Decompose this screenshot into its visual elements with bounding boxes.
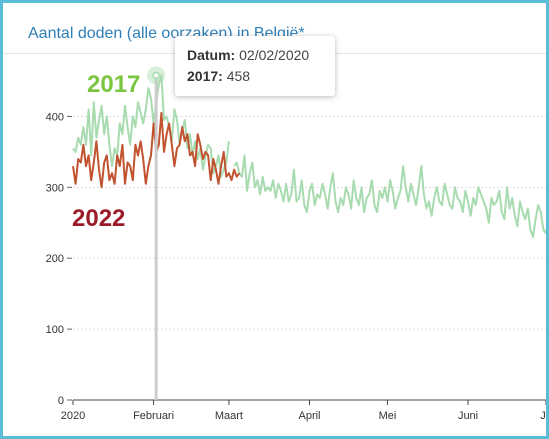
x-tick-label-1: Februari xyxy=(133,410,174,422)
x-tick-label-4: Mei xyxy=(379,410,397,422)
axis-layer: 0 100 200 300 400 2020 Februari Maart April Mei Ju… xyxy=(46,111,546,422)
x-tick-label-3: April xyxy=(298,410,320,422)
chart-svg: 0 100 200 300 400 2020 Februari Maart April Mei Ju… xyxy=(46,66,546,422)
series-label-2017: 2017 xyxy=(87,71,140,98)
series-label-2022: 2022 xyxy=(72,205,125,232)
y-tick-label-100: 100 xyxy=(46,324,64,336)
tooltip-date-row: Datum: 02/02/2020 xyxy=(187,45,323,66)
y-tick-label-0: 0 xyxy=(58,395,64,407)
x-tick-label-5: Juni xyxy=(458,410,478,422)
x-tick-label-0: 2020 xyxy=(61,410,85,422)
tooltip-date-value: 02/02/2020 xyxy=(239,47,310,63)
x-tick-label-2: Maart xyxy=(215,410,243,422)
y-tick-label-200: 200 xyxy=(46,253,64,265)
series-line-2017 xyxy=(72,74,546,238)
crosshair-layer xyxy=(147,66,166,400)
grid-layer xyxy=(73,115,546,330)
y-tick-label-300: 300 xyxy=(46,182,64,194)
y-tick-label-400: 400 xyxy=(46,111,64,123)
tooltip-date-label: Datum: xyxy=(187,47,236,63)
tooltip-series-label: 2017: xyxy=(187,68,223,84)
x-tick-label-6: Ju xyxy=(540,410,546,422)
series-layer xyxy=(72,74,546,238)
tooltip-value-row: 2017: 458 xyxy=(187,66,323,87)
tooltip-series-value: 458 xyxy=(226,68,251,84)
highlight-point xyxy=(152,71,160,80)
tooltip: Datum: 02/02/2020 2017: 458 xyxy=(175,36,335,96)
